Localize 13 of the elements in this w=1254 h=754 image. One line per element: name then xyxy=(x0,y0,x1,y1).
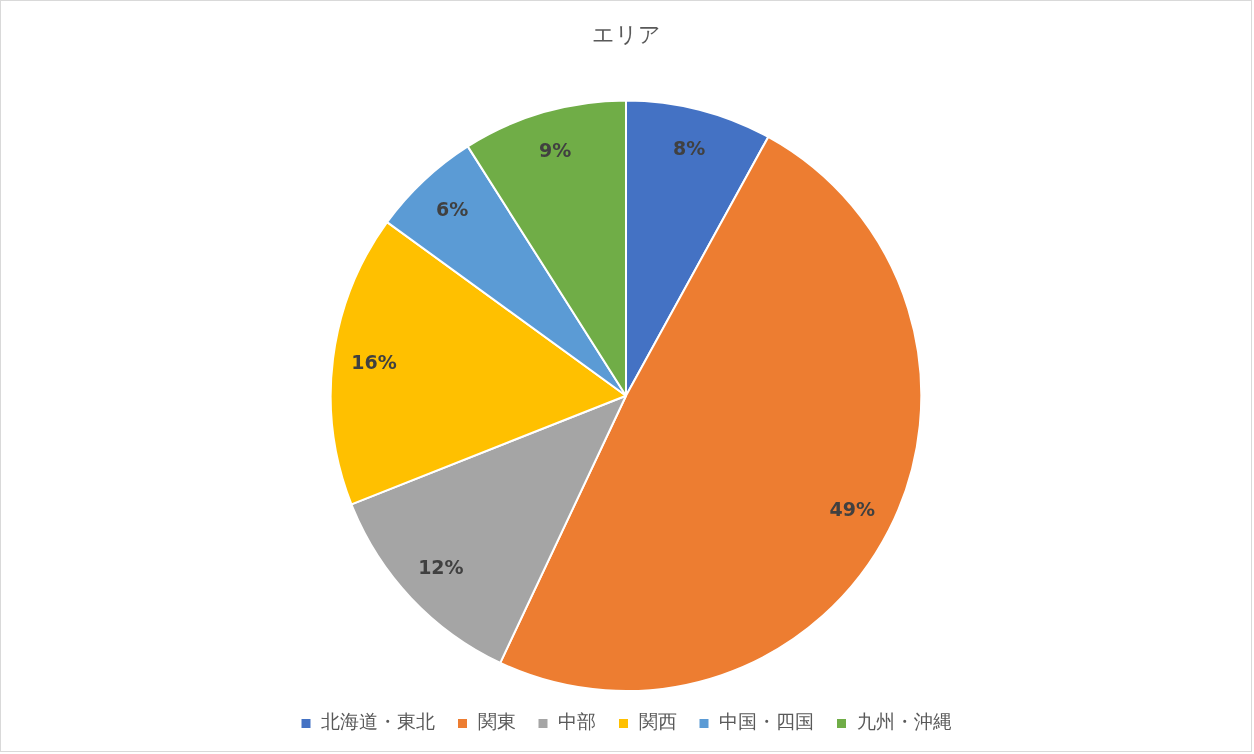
data-label: 6% xyxy=(436,197,469,220)
legend-label: 九州・沖縄 xyxy=(856,710,952,733)
legend-label: 北海道・東北 xyxy=(321,710,435,733)
data-label: 8% xyxy=(673,136,706,159)
legend-label: 関東 xyxy=(477,710,516,733)
data-label: 49% xyxy=(829,497,876,520)
data-label: 9% xyxy=(539,138,572,161)
legend-label: 関西 xyxy=(638,710,677,733)
data-label: 16% xyxy=(351,350,397,373)
legend-label: 中国・四国 xyxy=(719,710,814,733)
chart-title: エリア xyxy=(591,21,661,47)
data-label: 12% xyxy=(418,556,464,579)
legend-label: 中部 xyxy=(558,710,596,733)
